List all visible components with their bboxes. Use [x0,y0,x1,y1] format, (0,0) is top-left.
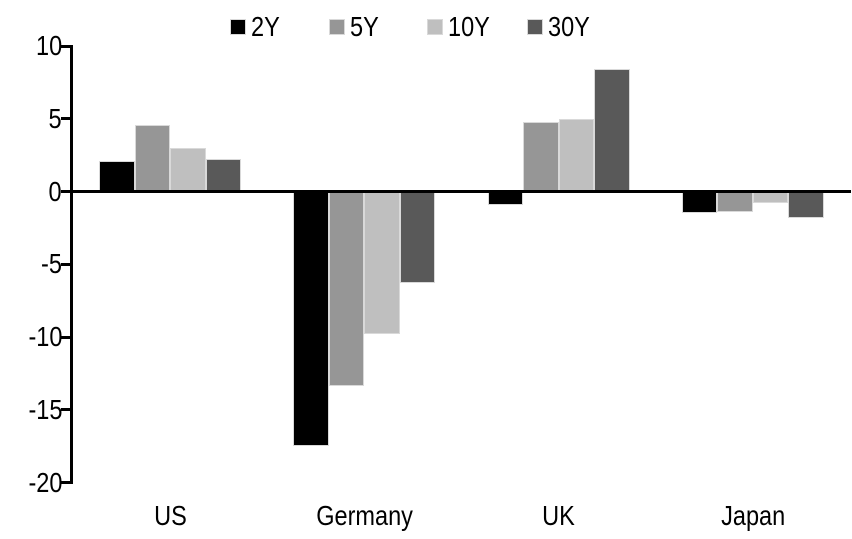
zero-line [70,190,851,193]
bar-uk-2y [487,191,523,205]
bar-japan-5y [717,191,753,212]
legend-label: 30Y [548,11,590,42]
legend-swatch-10y [427,19,443,35]
legend: 2Y 5Y 10Y 30Y [0,0,852,46]
x-category-label-text: Japan [720,500,785,531]
x-category-label: US [73,501,267,531]
bar-us-5y [134,124,170,192]
x-category-label-text: US [153,500,187,531]
bar-uk-10y [558,118,594,192]
bar-japan-30y [788,191,824,218]
bar-germany-2y [293,191,329,447]
y-tick [61,190,73,193]
y-tick-label: 5 [48,102,62,134]
bar-us-10y [170,147,206,192]
y-tick [61,262,73,266]
y-tick-label: 0 [48,175,62,207]
bar-uk-30y [594,69,630,192]
y-tick-label: -10 [28,321,62,352]
y-tick-label: -15 [28,393,62,425]
y-tick [61,481,73,484]
legend-item: 5Y [329,12,384,42]
x-category-label: Japan [656,501,850,531]
y-tick-label: -20 [28,466,62,498]
legend-label: 2Y [251,11,280,42]
bar-japan-2y [681,191,718,214]
legend-item: 30Y [527,12,598,42]
bar-japan-10y [752,191,789,204]
y-tick-label: -5 [41,248,62,280]
x-category-label-text: UK [542,500,575,531]
y-tick [61,408,73,412]
x-category-label: Germany [267,501,461,531]
bar-germany-10y [364,191,400,335]
bar-germany-5y [328,191,365,387]
y-tick [61,44,73,48]
legend-label: 5Y [350,11,379,42]
legend-swatch-5y [329,19,345,35]
y-tick [61,335,73,339]
legend-swatch-2y [230,19,246,35]
bar-us-30y [205,159,241,192]
legend-swatch-30y [527,19,543,35]
legend-label: 10Y [448,11,490,42]
legend-item: 2Y [230,12,285,42]
y-tick-label: 10 [35,30,62,61]
y-tick [61,117,73,121]
x-category-label-text: Germany [316,500,413,531]
bar-uk-5y [523,121,559,192]
legend-item: 10Y [427,12,498,42]
bar-germany-30y [399,191,436,284]
bar-us-2y [99,160,135,192]
x-category-label: UK [462,501,656,531]
